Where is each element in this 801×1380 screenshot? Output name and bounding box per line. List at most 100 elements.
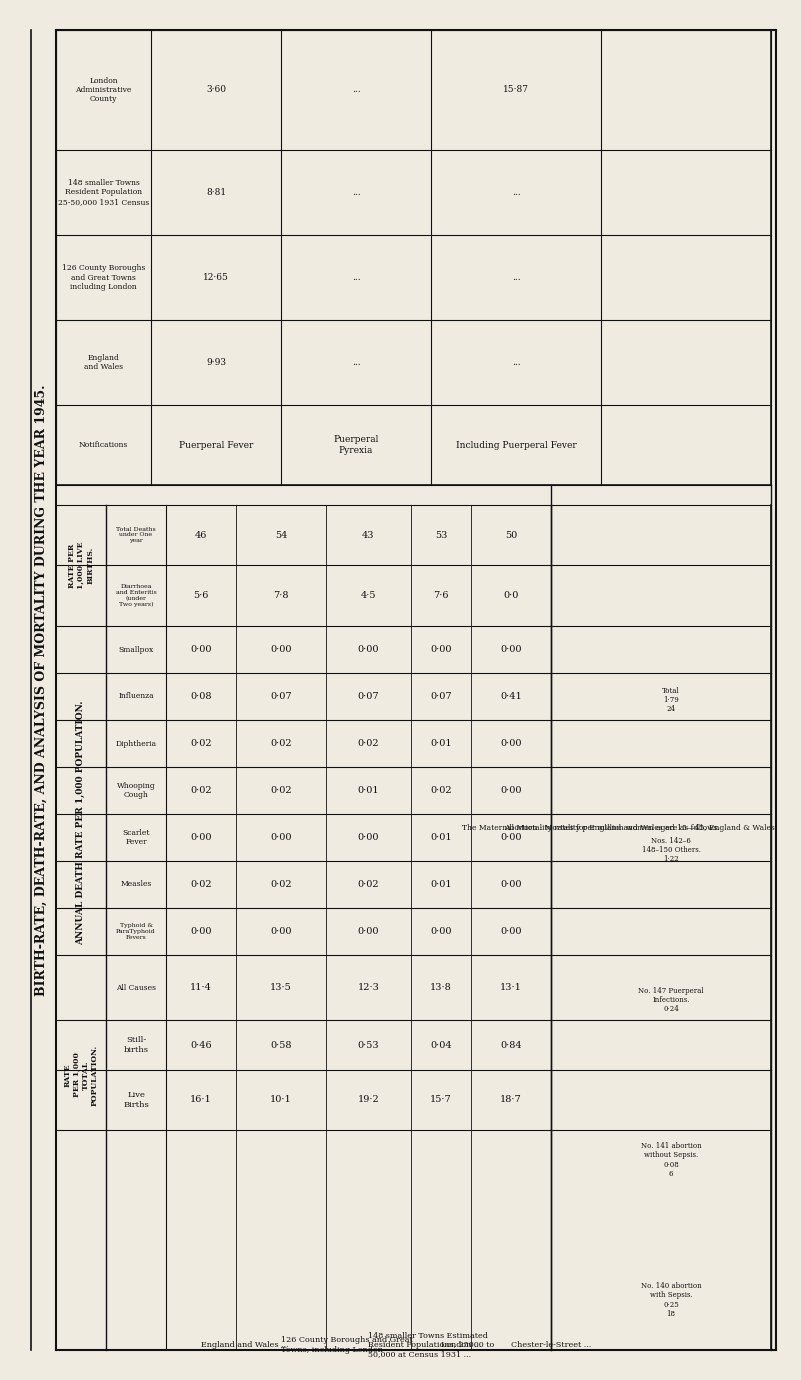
Text: Abortion : Mortality per million women aged 15—45, England & Wales.: Abortion : Mortality per million women a… [505,824,778,832]
Text: Diarrhoea
and Enteritis
(under
Two years): Diarrhoea and Enteritis (under Two years… [115,584,156,607]
Text: Typhoid &
ParaTyphoid
Fevers: Typhoid & ParaTyphoid Fevers [116,923,156,940]
Text: London
Administrative
County: London Administrative County [75,77,131,104]
Text: 0·00: 0·00 [501,740,521,748]
Text: No. 140 abortion
with Sepsis.
0·25
18: No. 140 abortion with Sepsis. 0·25 18 [641,1282,702,1318]
Text: 0·04: 0·04 [430,1041,452,1050]
Text: 12·65: 12·65 [203,273,229,282]
Text: 12·3: 12·3 [357,983,380,992]
Text: BIRTH-RATE, DEATH-RATE, AND ANALYSIS OF MORTALITY DURING THE YEAR 1945.: BIRTH-RATE, DEATH-RATE, AND ANALYSIS OF … [34,384,47,996]
Text: 0·00: 0·00 [430,644,452,654]
Text: ...: ... [352,188,360,197]
Text: ...: ... [352,273,360,282]
Text: Nos. 142–6
148–150 Others.
1·22: Nos. 142–6 148–150 Others. 1·22 [642,836,701,864]
Text: 0·02: 0·02 [270,880,292,889]
Text: 43: 43 [362,530,375,540]
Text: 9·93: 9·93 [206,357,226,367]
Text: Scarlet
Fever: Scarlet Fever [123,829,150,846]
Text: Puerperal Fever: Puerperal Fever [179,440,253,450]
Text: Measles: Measles [120,880,151,889]
Text: All Causes: All Causes [116,984,156,991]
Text: Notifications: Notifications [78,442,128,448]
Text: 0·41: 0·41 [500,691,522,701]
Text: 0·00: 0·00 [501,927,521,936]
Text: 0·00: 0·00 [270,644,292,654]
Text: 0·58: 0·58 [270,1041,292,1050]
Text: 0·02: 0·02 [190,787,211,795]
Text: 0·00: 0·00 [270,834,292,842]
Text: Chester-le-Street ...: Chester-le-Street ... [511,1341,591,1350]
Text: 46: 46 [195,530,207,540]
Text: Total Deaths
under One
year: Total Deaths under One year [116,527,156,544]
Text: 11·4: 11·4 [190,983,212,992]
Text: 126 County Boroughs and Great
Towns, including London: 126 County Boroughs and Great Towns, inc… [281,1336,413,1354]
Text: Smallpox: Smallpox [119,646,154,654]
Text: 0·02: 0·02 [190,880,211,889]
Text: 126 County Boroughs
and Great Towns
including London: 126 County Boroughs and Great Towns incl… [62,265,145,291]
Text: 0·00: 0·00 [270,927,292,936]
Text: 0·02: 0·02 [358,740,380,748]
Text: 0·08: 0·08 [191,691,211,701]
Text: 18·7: 18·7 [500,1096,522,1104]
Text: England
and Wales: England and Wales [84,353,123,371]
Text: 7·8: 7·8 [273,591,288,600]
Text: Total
1·79
24: Total 1·79 24 [662,687,680,713]
Text: Diphtheria: Diphtheria [115,740,156,748]
Text: RATE PER
1,000 LIVE
BIRTHS.: RATE PER 1,000 LIVE BIRTHS. [68,542,95,589]
Text: 0·02: 0·02 [430,787,452,795]
Text: London ...: London ... [441,1341,481,1350]
Text: 4·5: 4·5 [360,591,376,600]
Text: 15·7: 15·7 [430,1096,452,1104]
Text: 0·00: 0·00 [358,644,379,654]
Text: Puerperal
Pyrexia: Puerperal Pyrexia [333,435,379,454]
Text: 0·00: 0·00 [191,644,211,654]
Text: 0·00: 0·00 [501,644,521,654]
Text: ...: ... [512,273,521,282]
Text: England and Wales ...: England and Wales ... [201,1341,288,1350]
Text: ...: ... [352,86,360,94]
Text: 0·00: 0·00 [191,834,211,842]
Text: 0·00: 0·00 [191,927,211,936]
Text: RATE
PER 1,000
TOTAL
POPULATION.: RATE PER 1,000 TOTAL POPULATION. [63,1045,99,1105]
Text: 0·02: 0·02 [190,740,211,748]
Text: 0·02: 0·02 [270,787,292,795]
Text: ...: ... [512,357,521,367]
Text: 0·00: 0·00 [501,787,521,795]
Text: Live
Births: Live Births [123,1092,149,1108]
Text: 5·6: 5·6 [193,591,209,600]
Text: 19·2: 19·2 [357,1096,380,1104]
Text: 0·00: 0·00 [358,927,379,936]
Text: 0·00: 0·00 [430,927,452,936]
Text: Including Puerperal Fever: Including Puerperal Fever [456,440,577,450]
Text: 0·02: 0·02 [358,880,380,889]
Text: Whooping
Cough: Whooping Cough [117,782,155,799]
Text: 7·6: 7·6 [433,591,449,600]
Text: 0·46: 0·46 [190,1041,211,1050]
Text: The Maternal Mortality rates for England and Wales are as follows.: The Maternal Mortality rates for England… [462,824,720,832]
Text: 148 smaller Towns
Resident Population
25-50,000 1931 Census: 148 smaller Towns Resident Population 25… [58,179,149,206]
Text: 15·87: 15·87 [503,86,529,94]
Text: 0·53: 0·53 [358,1041,380,1050]
Text: 0·00: 0·00 [501,880,521,889]
Text: Still-
births: Still- births [123,1036,148,1053]
Text: 13·8: 13·8 [430,983,452,992]
Text: 13·5: 13·5 [270,983,292,992]
Text: 0·07: 0·07 [358,691,380,701]
Text: 13·1: 13·1 [500,983,522,992]
Text: 3·60: 3·60 [206,86,226,94]
Text: 0·0: 0·0 [503,591,519,600]
Text: 0·07: 0·07 [270,691,292,701]
Text: ...: ... [512,188,521,197]
Text: 0·84: 0·84 [500,1041,521,1050]
Text: ANNUAL DEATH RATE PER 1,000 POPULATION.: ANNUAL DEATH RATE PER 1,000 POPULATION. [76,701,86,945]
Text: 16·1: 16·1 [190,1096,212,1104]
Text: Influenza: Influenza [118,693,154,701]
Text: 0·02: 0·02 [270,740,292,748]
Text: 8·81: 8·81 [206,188,226,197]
Text: No. 147 Puerperal
Infections.
0·24: No. 147 Puerperal Infections. 0·24 [638,987,704,1013]
Text: 54: 54 [275,530,288,540]
Text: 148 smaller Towns Estimated
Resident Populations, 25000 to
50,000 at Census 1931: 148 smaller Towns Estimated Resident Pop… [368,1332,495,1358]
Text: 0·01: 0·01 [430,880,452,889]
Text: 0·01: 0·01 [430,834,452,842]
Text: 0·01: 0·01 [430,740,452,748]
Text: 0·07: 0·07 [430,691,452,701]
